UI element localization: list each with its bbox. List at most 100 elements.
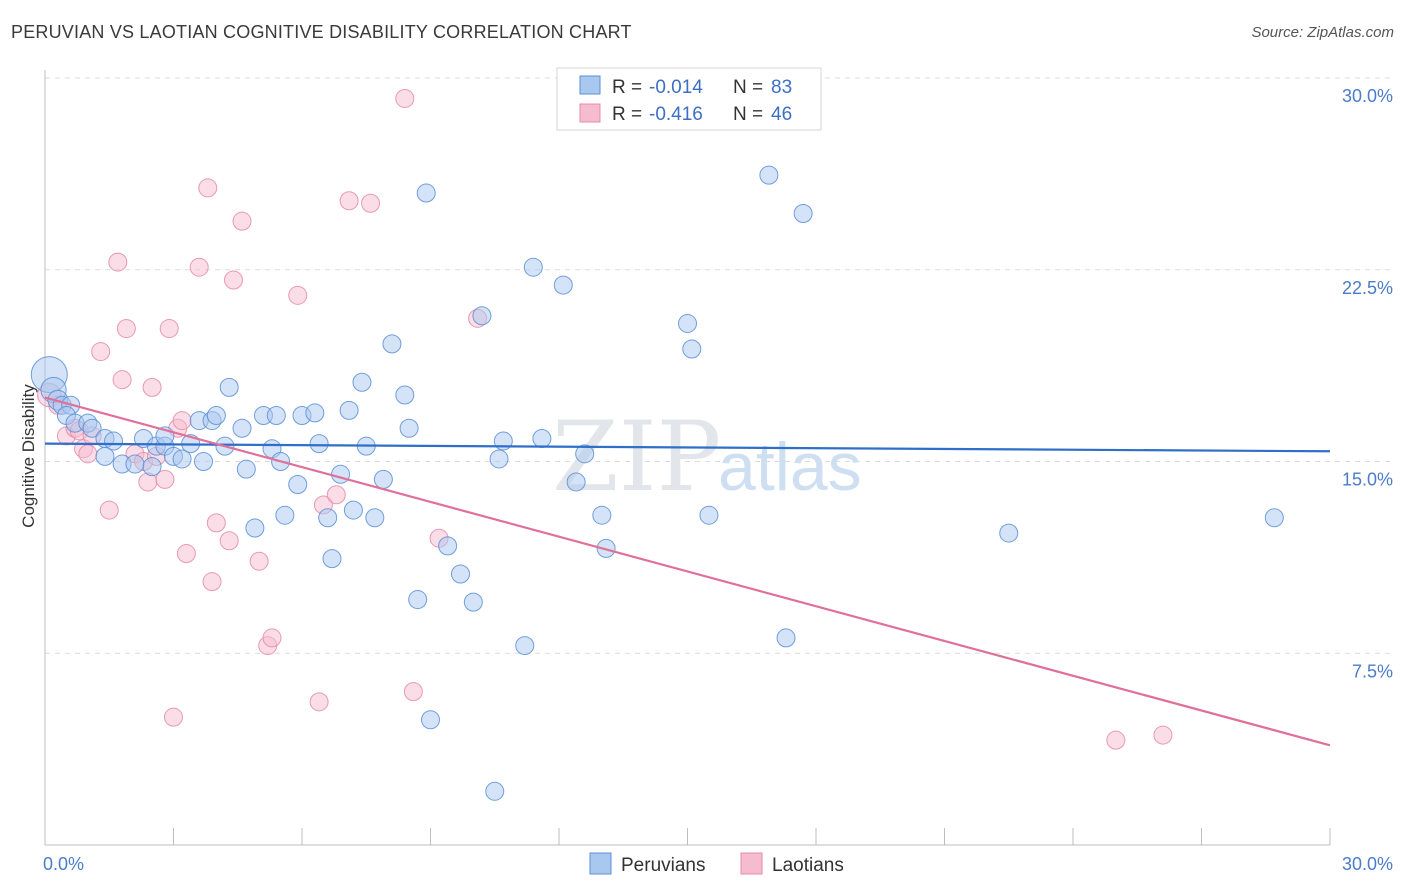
peruvians-trend-line <box>44 442 1331 453</box>
peruvians-point <box>95 446 115 466</box>
peruvians-point <box>523 257 543 277</box>
laotians-point <box>223 270 243 290</box>
peruvians-point <box>699 505 719 525</box>
laotians-point <box>288 285 308 305</box>
legend-laotians-r-label: R = <box>612 104 642 125</box>
legend-laotians-r-value: -0.416 <box>649 104 703 125</box>
legend-peruvians-swatch <box>579 75 601 95</box>
peruvians-point <box>489 449 509 469</box>
peruvians-points <box>30 91 1284 801</box>
laotians-point <box>395 88 415 108</box>
peruvians-point <box>352 372 372 392</box>
peruvians-point <box>485 781 505 801</box>
x-tick-marks <box>173 828 1331 845</box>
peruvians-point <box>82 418 102 438</box>
laotians-point <box>172 411 192 431</box>
legend-bottom-laotians-swatch <box>740 852 763 875</box>
axes <box>44 70 1331 846</box>
peruvians-point <box>515 636 535 656</box>
laotians-point <box>198 178 218 198</box>
y-tick-label: 22.5% <box>1342 278 1393 298</box>
laotians-point <box>78 444 98 464</box>
peruvians-point <box>245 518 265 538</box>
laotians-point <box>326 485 346 505</box>
legend-top: R = -0.014 N = 83 R = -0.416 N = 46 <box>556 67 822 131</box>
peruvians-point <box>266 405 286 425</box>
peruvians-point <box>382 334 402 354</box>
peruvians-point <box>339 400 359 420</box>
trend-lines <box>44 396 1331 747</box>
peruvians-point <box>206 405 226 425</box>
peruvians-point <box>318 508 338 528</box>
peruvians-point <box>678 313 697 333</box>
legend-laotians-n-value: 46 <box>771 104 792 125</box>
watermark-atlas: atlas <box>718 429 862 505</box>
peruvians-point <box>399 418 419 438</box>
watermark: ZIP atlas <box>552 401 862 513</box>
laotians-point <box>339 191 359 211</box>
laotians-point <box>164 707 183 727</box>
peruvians-point <box>553 275 573 295</box>
laotians-point <box>206 513 226 533</box>
peruvians-point <box>592 505 612 525</box>
peruvians-point <box>309 434 329 454</box>
laotians-point <box>1106 730 1126 750</box>
peruvians-point <box>172 449 192 469</box>
legend-bottom: Peruvians Laotians <box>589 852 844 876</box>
legend-peruvians-r-label: R = <box>612 77 642 98</box>
peruvians-point <box>104 431 124 451</box>
peruvians-point <box>463 592 483 612</box>
peruvians-point <box>305 403 325 423</box>
peruvians-point <box>193 452 213 471</box>
peruvians-point <box>416 183 436 203</box>
peruvians-point <box>408 590 428 610</box>
peruvians-point <box>450 564 470 584</box>
legend-bottom-laotians-label: Laotians <box>772 855 844 876</box>
peruvians-point <box>331 464 351 484</box>
peruvians-point <box>236 459 256 479</box>
peruvians-point <box>365 508 385 528</box>
peruvians-point <box>438 536 458 556</box>
legend-peruvians-n-value: 83 <box>771 77 792 98</box>
laotians-point <box>262 628 282 648</box>
legend-top-box <box>556 67 822 131</box>
x-tick-label-max: 30.0% <box>1342 854 1393 874</box>
laotians-point <box>155 469 175 489</box>
y-tick-label: 15.0% <box>1342 470 1393 490</box>
y-tick-label: 7.5% <box>1352 661 1393 681</box>
chart-title: PERUVIAN VS LAOTIAN COGNITIVE DISABILITY… <box>11 22 632 42</box>
peruvians-point <box>532 428 552 448</box>
x-tick-label-min: 0.0% <box>43 854 84 874</box>
peruvians-point <box>421 710 440 730</box>
laotians-point <box>249 551 269 571</box>
peruvians-point <box>219 377 239 397</box>
legend-bottom-peruvians-label: Peruvians <box>621 855 706 876</box>
peruvians-point <box>999 523 1019 543</box>
peruvians-point <box>142 457 162 477</box>
peruvians-point <box>793 204 813 224</box>
laotians-point <box>202 572 222 592</box>
legend-peruvians-r-value: -0.014 <box>649 77 703 98</box>
laotians-point <box>116 319 136 339</box>
laotians-point <box>403 682 423 702</box>
peruvians-point <box>322 549 342 569</box>
peruvians-point <box>395 385 415 405</box>
legend-laotians-swatch <box>579 103 601 123</box>
y-tick-labels: 7.5% 15.0% 22.5% 30.0% <box>1342 86 1393 681</box>
laotians-point <box>108 252 128 272</box>
laotians-point <box>112 370 132 390</box>
peruvians-point <box>776 628 796 648</box>
peruvians-point <box>373 469 393 489</box>
peruvians-point <box>1264 508 1284 528</box>
laotians-point <box>91 342 111 362</box>
y-tick-label: 30.0% <box>1342 86 1393 106</box>
legend-bottom-peruvians-swatch <box>589 852 612 875</box>
laotians-point <box>99 500 119 520</box>
legend-laotians-n-label: N = <box>733 104 763 125</box>
peruvians-point <box>232 418 252 438</box>
peruvians-point <box>759 165 779 185</box>
y-axis-title: Cognitive Disability <box>19 384 38 528</box>
peruvians-point <box>682 339 702 359</box>
peruvians-point <box>566 472 586 492</box>
